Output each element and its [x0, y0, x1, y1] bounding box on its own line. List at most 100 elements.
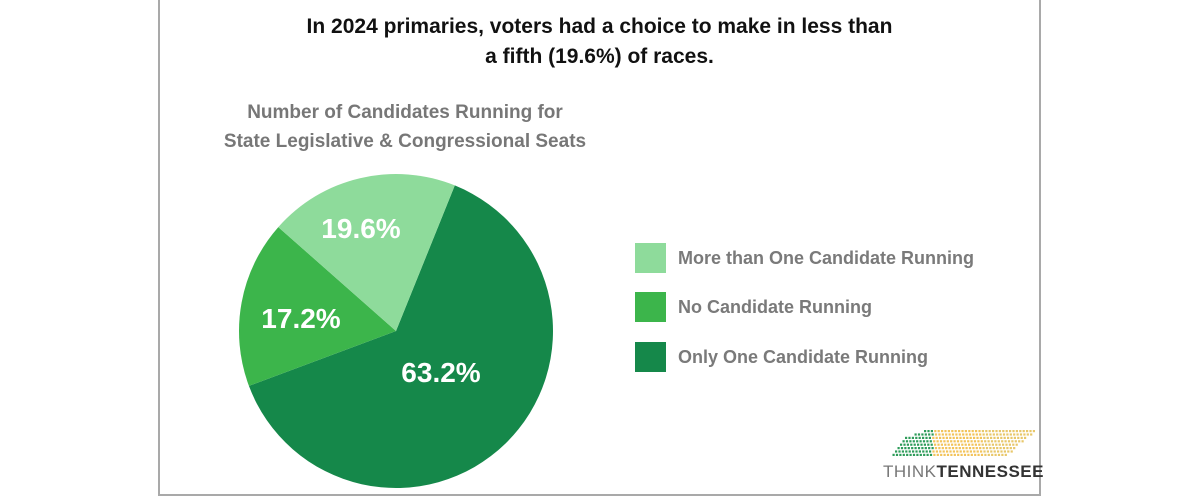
logo-dot — [972, 433, 975, 436]
logo-dot — [972, 447, 975, 450]
logo-dot — [1005, 443, 1008, 446]
logo-dot — [954, 430, 957, 433]
logo-dot — [1013, 436, 1016, 439]
logo-dot — [918, 436, 921, 439]
chart-title-line-2: State Legislative & Congressional Seats — [223, 131, 587, 152]
pie-slice — [238, 227, 396, 386]
logo-dot — [914, 433, 917, 436]
logo-dot — [951, 447, 955, 450]
logo-dot — [898, 450, 901, 453]
headline-line-2: a fifth (19.6%) of races. — [485, 45, 714, 68]
logo-dot — [1009, 447, 1012, 450]
logo-dot — [964, 443, 967, 446]
logo-dot — [945, 436, 948, 439]
chart-headline: In 2024 primaries, voters had a choice t… — [158, 12, 1041, 72]
logo-dot — [906, 453, 909, 456]
logo-dot — [934, 447, 938, 450]
logo-dot — [941, 430, 944, 433]
logo-dot — [927, 430, 930, 433]
logo-dot — [1014, 440, 1017, 443]
logo-dot — [967, 440, 970, 443]
logo-dot — [1030, 433, 1033, 436]
logo-dot — [900, 447, 904, 450]
logo-text-think: THINK — [883, 462, 937, 481]
logo-dot — [958, 447, 961, 450]
logo-dot — [960, 440, 963, 443]
logo-dot — [927, 443, 930, 446]
logo-dot — [945, 447, 948, 450]
logo-dot — [924, 433, 927, 436]
logo-dot — [905, 450, 908, 453]
logo-dot — [1026, 430, 1029, 433]
logo-dot — [908, 436, 911, 439]
logo-dot — [973, 436, 976, 439]
logo-dot — [917, 447, 921, 450]
pie-slice — [278, 174, 455, 331]
logo-dot — [951, 430, 954, 433]
logo-dot — [1022, 430, 1025, 433]
logo-dot — [973, 450, 976, 453]
logo-dot — [939, 440, 943, 443]
logo-dot — [1008, 443, 1011, 446]
logo-dot — [948, 433, 951, 436]
logo-dot — [974, 443, 977, 446]
logo-dot — [975, 433, 978, 436]
logo-dot — [997, 440, 1000, 443]
logo-dot — [960, 453, 963, 456]
logo-dot — [911, 436, 914, 439]
logo-dot — [1010, 436, 1013, 439]
logo-dot — [952, 436, 955, 439]
logo-dot — [1011, 440, 1014, 443]
chart-title: Number of Candidates Running for State L… — [180, 98, 630, 156]
logo-dot — [969, 450, 972, 453]
logo-dot — [994, 453, 997, 456]
logo-dot — [961, 443, 964, 446]
logo-dot — [1007, 436, 1010, 439]
logo-dot — [991, 443, 994, 446]
legend-item-no-candidate: No Candidate Running — [635, 292, 872, 322]
logo-dot — [959, 436, 962, 439]
logo-dot — [1012, 430, 1015, 433]
logo-dot — [955, 433, 958, 436]
logo-dot — [939, 450, 942, 453]
logo-dot — [950, 453, 953, 456]
logo-dot — [941, 447, 944, 450]
logo-dot — [968, 430, 971, 433]
logo-dot — [988, 443, 991, 446]
logo-dot — [940, 453, 943, 456]
logo-dot — [1029, 430, 1032, 433]
logo-dot — [922, 450, 925, 453]
logo-dot — [963, 440, 966, 443]
logo-dot — [938, 447, 941, 450]
logo-dot — [1021, 440, 1024, 443]
logo-dot — [979, 447, 982, 450]
logo-dot — [1000, 450, 1003, 453]
logo-dot — [1012, 443, 1015, 446]
legend-label: More than One Candidate Running — [678, 247, 974, 268]
logo-dot — [1009, 433, 1012, 436]
logo-dot — [1019, 433, 1023, 436]
logo-dot — [962, 447, 965, 450]
logo-dot — [1015, 430, 1018, 433]
logo-dot — [925, 450, 928, 453]
logo-dot — [968, 443, 971, 446]
logo-dot — [995, 430, 998, 433]
logo-dot — [913, 443, 916, 446]
logo-dot — [915, 450, 918, 453]
logo-dot — [932, 450, 935, 453]
logo-text-tennessee: TENNESSEE — [936, 462, 1044, 481]
logo-dot — [928, 436, 931, 439]
logo-dot — [937, 430, 940, 433]
logo-dot — [917, 443, 920, 446]
logo-dot — [1016, 433, 1019, 436]
logo-dot — [909, 453, 912, 456]
logo-dot — [910, 443, 913, 446]
logo-dot — [968, 447, 972, 450]
logo-dot — [931, 447, 934, 450]
logo-dot — [1001, 453, 1004, 456]
logo-dot — [928, 447, 931, 450]
logo-dot — [996, 436, 999, 439]
logo-dot — [919, 440, 922, 443]
logo-dot — [935, 450, 938, 453]
logo-dot — [936, 453, 939, 456]
